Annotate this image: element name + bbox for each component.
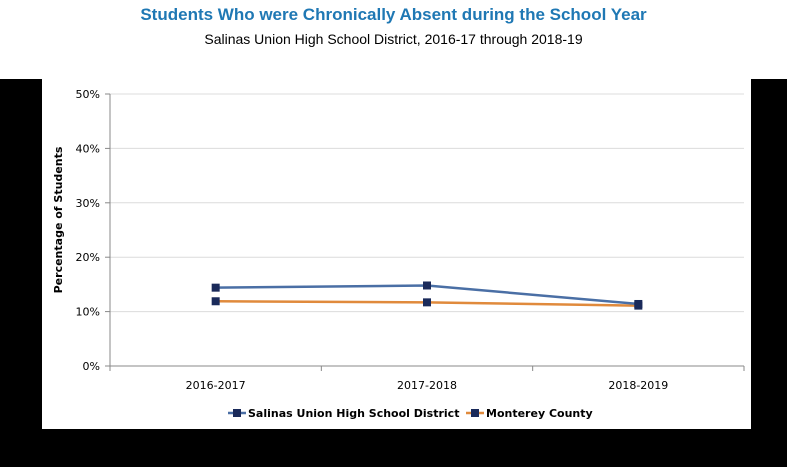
x-tick-label: 2018-2019 — [608, 379, 668, 392]
legend-label: Salinas Union High School District — [248, 407, 459, 420]
gridlines — [110, 93, 744, 313]
axes — [105, 93, 745, 371]
legend-label: Monterey County — [486, 407, 593, 420]
x-tick-labels: 2016-2017 2017-2018 2018-2019 — [186, 379, 669, 392]
y-tick-labels: 0% 10% 20% 30% 40% 50% — [76, 88, 100, 373]
legend-marker — [233, 409, 241, 417]
y-tick-label: 50% — [76, 88, 100, 101]
y-tick-label: 10% — [76, 306, 100, 319]
data-point — [423, 281, 431, 290]
data-point — [211, 283, 220, 292]
y-tick-label: 40% — [76, 142, 100, 155]
chart-subtitle: Salinas Union High School District, 2016… — [204, 31, 583, 47]
chart-title: Students Who were Chronically Absent dur… — [140, 5, 647, 24]
y-tick-label: 30% — [76, 197, 100, 210]
data-point — [634, 301, 643, 310]
legend: Salinas Union High School District Monter… — [228, 407, 593, 420]
data-point — [423, 298, 431, 307]
x-tick-label: 2016-2017 — [186, 379, 246, 392]
y-axis-label: Percentage of Students — [52, 146, 65, 293]
title-band — [0, 0, 787, 79]
y-tick-label: 0% — [83, 360, 100, 373]
x-tick-label: 2017-2018 — [397, 379, 457, 392]
legend-marker — [471, 409, 479, 417]
y-tick-label: 20% — [76, 251, 100, 264]
series — [211, 281, 643, 310]
plot-panel — [42, 79, 751, 429]
data-point — [211, 297, 220, 306]
